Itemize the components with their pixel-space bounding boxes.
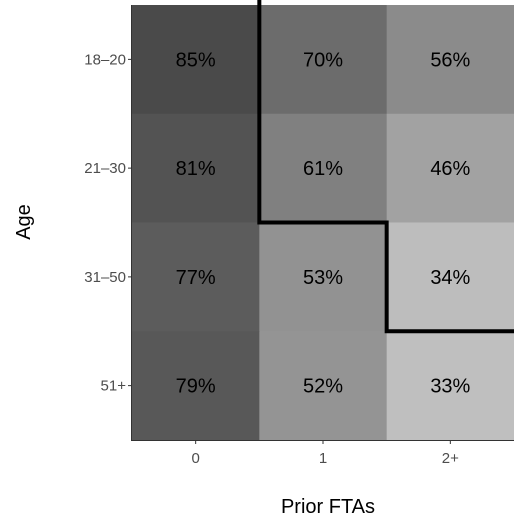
cell-value-label: 61% (303, 158, 343, 180)
heatmap-cell (386, 113, 514, 223)
heatmap-cell (259, 5, 388, 115)
heatmap-cell (132, 222, 260, 332)
x-axis-title: Prior FTAs (281, 496, 375, 518)
cell-value-label: 70% (303, 49, 343, 71)
y-tick-label: 18–20 (84, 51, 126, 68)
cell-value-label: 81% (176, 158, 216, 180)
heatmap-cell-labels: 85% 70% 56% 81% 61% 46% 77% 53% 34% 79% 52% 33% (176, 49, 471, 397)
cell-value-label: 77% (176, 267, 216, 289)
x-axis-ticks: 0 1 2+ (191, 440, 459, 467)
x-tick-label: 0 (191, 450, 199, 467)
x-tick-label: 2+ (442, 450, 459, 467)
heatmap-cell (132, 5, 260, 115)
y-tick-label: 51+ (101, 378, 127, 395)
cell-value-label: 56% (430, 49, 470, 71)
cell-value-label: 34% (430, 267, 470, 289)
y-axis-ticks: 18–20 21–30 31–50 51+ (84, 51, 132, 395)
cell-value-label: 46% (430, 158, 470, 180)
decision-boundary-line (257, 0, 514, 334)
heatmap-cell (259, 222, 388, 332)
heatmap-cell (386, 331, 514, 441)
heatmap-cell (132, 331, 260, 441)
y-axis-title: Age (13, 204, 35, 240)
cell-value-label: 53% (303, 267, 343, 289)
x-tick-label: 1 (319, 450, 327, 467)
heatmap-cell (386, 5, 514, 115)
y-tick-label: 21–30 (84, 160, 126, 177)
y-tick-label: 31–50 (84, 269, 126, 286)
heatmap-cells (132, 5, 514, 441)
heatmap-cell (132, 113, 260, 223)
heatmap-cell (259, 331, 388, 441)
cell-value-label: 85% (176, 49, 216, 71)
cell-value-label: 52% (303, 376, 343, 398)
heatmap-cell (386, 222, 514, 332)
cell-value-label: 33% (430, 376, 470, 398)
heatmap-cell (259, 113, 388, 223)
cell-value-label: 79% (176, 376, 216, 398)
